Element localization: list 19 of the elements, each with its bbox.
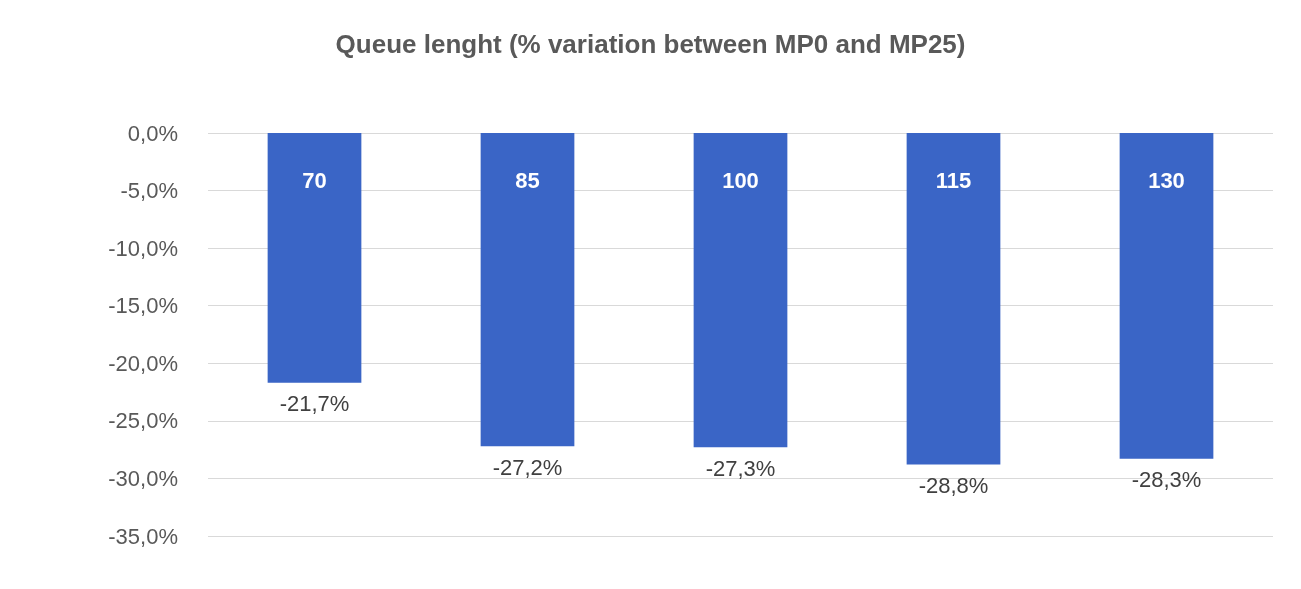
data-label: -27,2%	[492, 454, 563, 480]
y-tick-label: 0,0%	[127, 120, 178, 146]
y-tick-label: -10,0%	[108, 235, 178, 261]
data-label: -21,7%	[279, 391, 350, 417]
y-tick-label: -5,0%	[120, 178, 178, 204]
y-tick-label: -25,0%	[108, 408, 178, 434]
x-tick-label: 115	[935, 167, 972, 193]
y-tick-label: -35,0%	[108, 523, 178, 549]
x-tick-label: 85	[515, 167, 540, 193]
data-label: -27,3%	[705, 455, 776, 481]
y-tick-label: -20,0%	[108, 350, 178, 376]
x-tick-label: 70	[302, 167, 327, 193]
data-label: -28,3%	[1131, 467, 1202, 493]
x-tick-label: 130	[1148, 167, 1185, 193]
x-tick-label: 100	[722, 167, 759, 193]
chart-title: Queue lenght (% variation between MP0 and MP25)	[335, 29, 966, 59]
y-tick-label: -15,0%	[108, 293, 178, 319]
data-label: -28,8%	[918, 473, 989, 499]
y-tick-label: -30,0%	[108, 465, 178, 491]
